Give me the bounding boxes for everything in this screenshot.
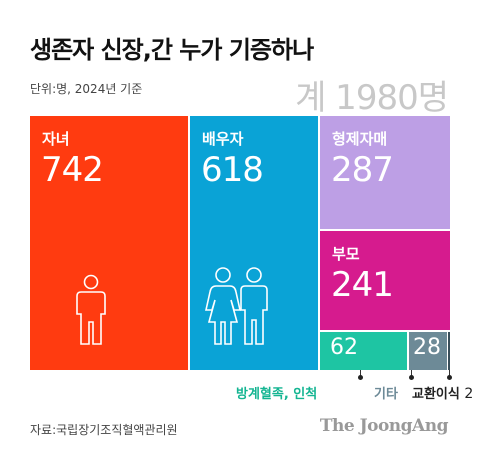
- leader-line-collateral: [360, 370, 361, 378]
- cell-label: 배우자: [202, 130, 244, 148]
- couple-icon: [205, 267, 268, 345]
- leader-dot-collateral: [358, 375, 363, 380]
- treemap-cell-siblings: 형제자매 287: [320, 116, 450, 229]
- leader-dot-exchange: [447, 375, 452, 380]
- leader-dot-other: [409, 375, 414, 380]
- cell-value: 241: [331, 265, 394, 305]
- person-icon: [76, 274, 106, 345]
- label-exchange-name: 교환이식: [412, 387, 460, 402]
- treemap-cell-children: 자녀 742: [30, 116, 188, 370]
- label-exchange-value: 2: [464, 386, 474, 402]
- chart-title: 생존자 신장,간 누가 기증하나: [30, 36, 314, 64]
- cell-label: 형제자매: [332, 130, 388, 148]
- treemap-cell-other: 28: [409, 332, 447, 370]
- treemap-cell-collateral: 62: [320, 332, 407, 370]
- leader-line-exchange: [449, 370, 450, 378]
- treemap-cell-exchange: [448, 332, 450, 370]
- cell-value: 742: [41, 150, 104, 190]
- label-other: 기타: [374, 387, 398, 402]
- cell-label: 자녀: [42, 130, 70, 148]
- treemap-cell-parents: 부모 241: [320, 231, 450, 330]
- leader-line-other: [411, 370, 412, 378]
- treemap-cell-spouse: 배우자 618: [190, 116, 318, 370]
- cell-value: 28: [413, 335, 441, 360]
- unit-note: 단위:명, 2024년 기준: [30, 82, 143, 96]
- cell-value: 618: [201, 150, 264, 190]
- cell-label: 부모: [332, 245, 360, 263]
- source-note: 자료:국립장기조직혈액관리원: [30, 423, 178, 437]
- publisher-logo: The JoongAng: [319, 416, 449, 436]
- cell-value: 62: [330, 335, 358, 360]
- total-label: 계 1980명: [295, 78, 449, 118]
- cell-value: 287: [331, 150, 394, 190]
- label-collateral: 방계혈족, 인척: [236, 387, 318, 402]
- label-exchange: 교환이식 2: [412, 383, 473, 402]
